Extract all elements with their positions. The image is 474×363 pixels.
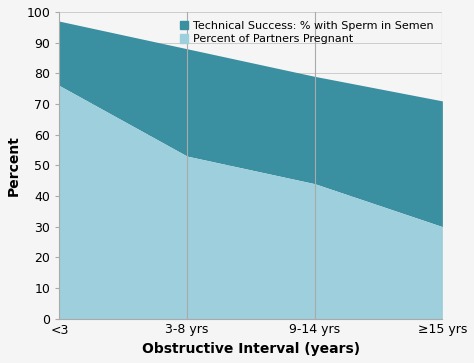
Legend: Technical Success: % with Sperm in Semen, Percent of Partners Pregnant: Technical Success: % with Sperm in Semen…	[176, 17, 437, 48]
Y-axis label: Percent: Percent	[7, 135, 21, 196]
X-axis label: Obstructive Interval (years): Obstructive Interval (years)	[142, 342, 360, 356]
